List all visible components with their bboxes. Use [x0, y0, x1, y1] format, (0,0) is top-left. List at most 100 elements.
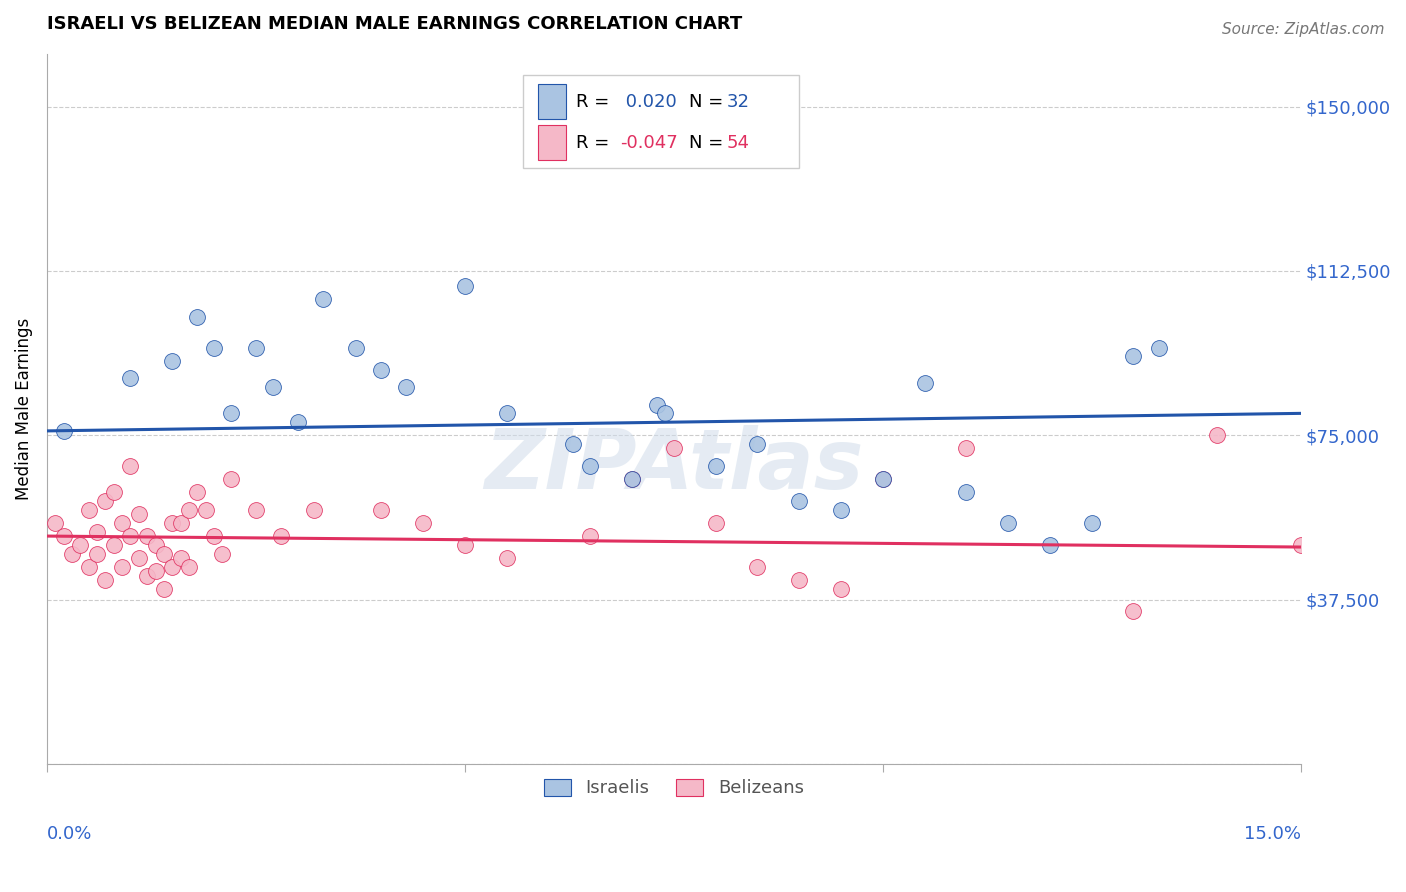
Point — [153, 547, 176, 561]
Point — [787, 573, 810, 587]
Point — [111, 559, 134, 574]
Point — [77, 559, 100, 574]
Text: R =: R = — [576, 93, 614, 111]
Point — [1147, 341, 1170, 355]
Point — [579, 458, 602, 473]
Point — [169, 516, 191, 530]
Text: ISRAELI VS BELIZEAN MEDIAN MALE EARNINGS CORRELATION CHART: ISRAELI VS BELIZEAN MEDIAN MALE EARNINGS… — [46, 15, 742, 33]
Point — [111, 516, 134, 530]
Point — [1080, 516, 1102, 530]
Point — [704, 458, 727, 473]
Point — [128, 507, 150, 521]
Point — [654, 406, 676, 420]
Point — [262, 380, 284, 394]
Point — [1039, 538, 1062, 552]
Text: 54: 54 — [727, 134, 749, 152]
Point — [620, 472, 643, 486]
Point — [162, 559, 184, 574]
Y-axis label: Median Male Earnings: Median Male Earnings — [15, 318, 32, 500]
Point — [60, 547, 83, 561]
Point — [162, 516, 184, 530]
Point — [162, 353, 184, 368]
Point — [177, 559, 200, 574]
Point — [1122, 604, 1144, 618]
Point — [747, 437, 769, 451]
Point — [395, 380, 418, 394]
Point — [562, 437, 585, 451]
Point — [145, 564, 167, 578]
Text: Source: ZipAtlas.com: Source: ZipAtlas.com — [1222, 22, 1385, 37]
Point — [52, 529, 75, 543]
Point — [370, 503, 392, 517]
Text: 32: 32 — [727, 93, 749, 111]
Point — [454, 279, 477, 293]
Point — [69, 538, 91, 552]
Point — [44, 516, 66, 530]
Point — [136, 529, 159, 543]
Point — [955, 442, 977, 456]
Point — [1289, 538, 1312, 552]
Point — [645, 398, 668, 412]
Point — [830, 582, 852, 596]
Text: R =: R = — [576, 134, 614, 152]
Point — [579, 529, 602, 543]
Point — [287, 415, 309, 429]
Point — [245, 341, 267, 355]
Point — [103, 538, 125, 552]
Point — [270, 529, 292, 543]
Point — [495, 551, 517, 566]
Point — [211, 547, 233, 561]
Point — [787, 494, 810, 508]
Point — [747, 559, 769, 574]
Point — [219, 406, 242, 420]
Point — [620, 472, 643, 486]
Point — [454, 538, 477, 552]
Point — [914, 376, 936, 390]
Point — [245, 503, 267, 517]
Point — [304, 503, 326, 517]
Text: 0.020: 0.020 — [620, 93, 676, 111]
Text: N =: N = — [689, 134, 728, 152]
Point — [1206, 428, 1229, 442]
Point — [120, 458, 142, 473]
Point — [94, 494, 117, 508]
Point — [52, 424, 75, 438]
FancyBboxPatch shape — [523, 75, 799, 168]
Point — [1122, 350, 1144, 364]
Point — [86, 547, 108, 561]
Point — [136, 568, 159, 582]
Point — [370, 362, 392, 376]
Point — [169, 551, 191, 566]
Point — [86, 524, 108, 539]
Text: -0.047: -0.047 — [620, 134, 678, 152]
Point — [128, 551, 150, 566]
Point — [186, 310, 208, 324]
Legend: Israelis, Belizeans: Israelis, Belizeans — [537, 772, 811, 805]
Text: ZIPAtlas: ZIPAtlas — [484, 425, 863, 507]
Point — [830, 503, 852, 517]
Point — [312, 293, 335, 307]
Point — [120, 371, 142, 385]
Point — [120, 529, 142, 543]
Point — [662, 442, 685, 456]
FancyBboxPatch shape — [538, 84, 567, 120]
Point — [177, 503, 200, 517]
Point — [202, 341, 225, 355]
Point — [153, 582, 176, 596]
Point — [872, 472, 894, 486]
Point — [704, 516, 727, 530]
Point — [145, 538, 167, 552]
Point — [955, 485, 977, 500]
Point — [872, 472, 894, 486]
Point — [495, 406, 517, 420]
Point — [77, 503, 100, 517]
Point — [202, 529, 225, 543]
Point — [344, 341, 367, 355]
Point — [94, 573, 117, 587]
Point — [194, 503, 217, 517]
Point — [412, 516, 434, 530]
Point — [997, 516, 1019, 530]
Text: 15.0%: 15.0% — [1244, 825, 1301, 843]
FancyBboxPatch shape — [538, 125, 567, 161]
Point — [103, 485, 125, 500]
